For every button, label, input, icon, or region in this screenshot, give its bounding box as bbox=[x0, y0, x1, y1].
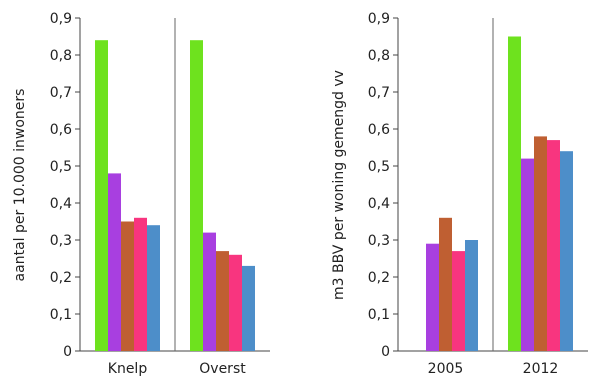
y-tick-label: 0,6 bbox=[368, 122, 390, 138]
bar bbox=[439, 217, 452, 351]
x-tick-label: Overst bbox=[199, 361, 246, 377]
bar bbox=[508, 36, 521, 351]
bar bbox=[242, 265, 255, 351]
y-tick-label: 0,3 bbox=[50, 233, 72, 249]
x-tick-label: Knelp bbox=[108, 361, 148, 377]
bar bbox=[560, 151, 573, 351]
y-tick-label: 0,8 bbox=[368, 48, 390, 64]
y-axis-title: m3 BBV per woning gemengd vv bbox=[331, 70, 347, 300]
y-tick-label: 0,2 bbox=[50, 270, 72, 286]
y-tick-label: 0,9 bbox=[50, 11, 72, 27]
bar bbox=[203, 232, 216, 351]
y-tick-label: 0 bbox=[381, 344, 390, 360]
bar bbox=[108, 173, 121, 351]
bar bbox=[190, 40, 203, 351]
bar bbox=[147, 225, 160, 351]
y-tick-label: 0,8 bbox=[50, 48, 72, 64]
y-tick-label: 0,6 bbox=[50, 122, 72, 138]
y-tick-label: 0,4 bbox=[368, 196, 390, 212]
bar bbox=[521, 158, 534, 351]
bar bbox=[229, 254, 242, 351]
bar bbox=[452, 251, 465, 351]
y-tick-label: 0,2 bbox=[368, 270, 390, 286]
y-tick-label: 0 bbox=[63, 344, 72, 360]
bar bbox=[121, 221, 134, 351]
bar bbox=[426, 243, 439, 351]
bar bbox=[134, 217, 147, 351]
y-tick-label: 0,9 bbox=[368, 11, 390, 27]
y-tick-label: 0,3 bbox=[368, 233, 390, 249]
y-tick-label: 0,7 bbox=[50, 85, 72, 101]
chart-right: 0 0,1 0,2 0,3 0,4 0,5 0,6 0,7 0,8 0,9 m3 BBV per w… bbox=[331, 11, 588, 377]
x-tick-label: 2012 bbox=[523, 361, 559, 377]
y-tick-label: 0,4 bbox=[50, 196, 72, 212]
y-tick-label: 0,5 bbox=[50, 159, 72, 175]
bar bbox=[95, 40, 108, 351]
y-tick-label: 0,1 bbox=[368, 307, 390, 323]
bar bbox=[547, 140, 560, 351]
y-axis-title: aantal per 10.000 inwoners bbox=[12, 89, 28, 282]
chart-left: 0 0,1 0,2 0,3 0,4 0,5 0,6 0,7 0,8 0,9 aantal per 1… bbox=[12, 11, 270, 377]
x-tick-label: 2005 bbox=[428, 361, 464, 377]
y-tick-label: 0,5 bbox=[368, 159, 390, 175]
y-tick-label: 0,1 bbox=[50, 307, 72, 323]
bar bbox=[216, 251, 229, 351]
y-tick-label: 0,7 bbox=[368, 85, 390, 101]
bar bbox=[465, 240, 478, 351]
bar bbox=[534, 136, 547, 351]
